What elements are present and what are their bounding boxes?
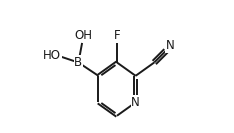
Text: N: N bbox=[166, 39, 175, 52]
Text: F: F bbox=[114, 29, 120, 42]
Text: N: N bbox=[131, 96, 140, 109]
Text: B: B bbox=[74, 56, 83, 69]
Text: OH: OH bbox=[74, 29, 92, 42]
Text: HO: HO bbox=[43, 49, 61, 62]
